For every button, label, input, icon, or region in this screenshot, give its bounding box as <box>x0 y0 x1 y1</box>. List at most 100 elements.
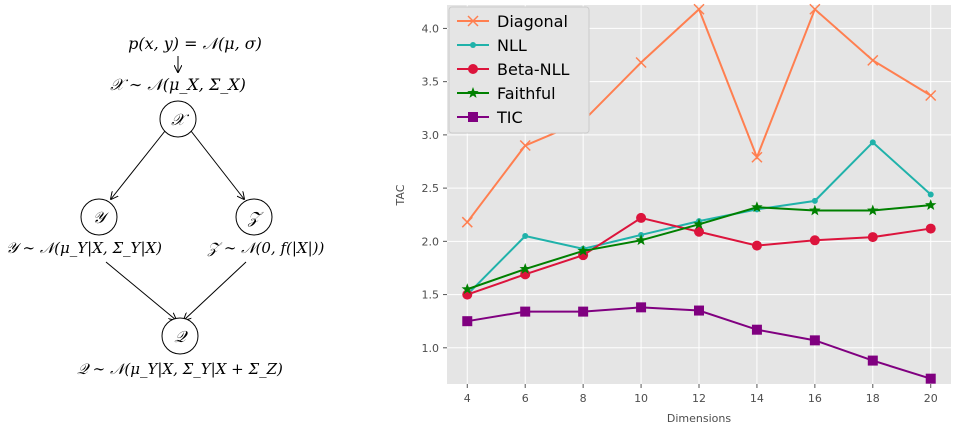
x-tick-label: 10 <box>634 392 648 405</box>
marker-star <box>461 283 473 295</box>
y-tick-label: 4.0 <box>422 22 440 35</box>
node-X <box>159 100 197 138</box>
legend-item: Diagonal <box>457 12 568 31</box>
series-group <box>461 3 937 384</box>
y-tick-label: 3.5 <box>422 76 440 89</box>
marker-square <box>636 302 647 313</box>
legend-item: NLL <box>457 36 527 55</box>
x-tick-label: 20 <box>924 392 938 405</box>
marker-x-stroke <box>461 216 473 228</box>
marker-x <box>461 216 473 228</box>
edge-X-to-Z <box>190 130 244 199</box>
marker-star <box>577 244 589 256</box>
node-Z <box>235 198 273 236</box>
marker-star <box>635 234 647 246</box>
marker-star <box>467 87 479 98</box>
edge-Y-to-Q <box>105 261 176 320</box>
node-Z-formula: 𝒵 ∼ 𝒩(0, f(|X|)) <box>207 239 325 257</box>
y-tick-label: 3.0 <box>422 129 440 142</box>
marker-square <box>520 306 531 317</box>
x-tick-label: 6 <box>522 392 529 405</box>
legend: Diagonal NLL Beta-NLL Faithful TIC <box>448 6 590 134</box>
marker-x-stroke <box>635 56 647 69</box>
marker-star <box>519 263 531 274</box>
x-tick-label: 18 <box>866 392 880 405</box>
x-axis-ticks: 4 6 8 10 12 14 16 18 20 <box>464 384 938 405</box>
x-tick-label: 12 <box>692 392 706 405</box>
marker-circle <box>694 226 704 237</box>
node-Y-formula: 𝒴 ∼ 𝒩(μ_Y|X, Σ_Y|X) <box>6 239 162 257</box>
marker-square <box>462 316 473 327</box>
marker-square <box>578 306 589 317</box>
legend-item: Faithful <box>457 84 556 103</box>
marker-dot <box>869 139 876 146</box>
x-tick-label: 4 <box>464 392 471 405</box>
marker-square <box>468 112 478 122</box>
y-tick-label: 2.5 <box>422 182 440 195</box>
marker-square <box>694 305 704 316</box>
legend-box <box>448 6 590 134</box>
node-Q-formula: 𝒬 ∼ 𝒩(μ_Y|X, Σ_Y|X + Σ_Z) <box>77 360 283 378</box>
y-axis-label: TAC <box>394 184 407 206</box>
marker-star <box>809 204 821 216</box>
legend-item: TIC <box>457 108 523 127</box>
marker-circle <box>925 223 936 234</box>
node-X-formula: 𝒳 ∼ 𝒩(μ_X, Σ_X) <box>110 75 246 94</box>
marker-x <box>809 3 821 15</box>
marker-x-stroke <box>925 89 937 102</box>
marker-star <box>867 204 879 216</box>
marker-star <box>925 199 937 210</box>
node-Q-label: 𝒬 <box>174 327 188 346</box>
marker-square <box>751 324 762 335</box>
marker-x <box>467 15 479 27</box>
marker-dot <box>470 42 476 48</box>
marker-circle <box>468 64 478 74</box>
legend-label: Faithful <box>497 84 556 103</box>
legend-label: Beta-NLL <box>497 60 570 79</box>
y-tick-label: 2.0 <box>422 235 440 248</box>
series-beta-nll <box>462 212 936 300</box>
marker-square <box>867 355 878 366</box>
marker-dot <box>811 197 818 204</box>
legend-label: NLL <box>497 36 527 55</box>
joint-distribution-formula: p(x, y) = 𝒩(μ, σ) <box>128 34 262 53</box>
edge-Z-to-Q <box>184 261 247 320</box>
marker-x <box>635 56 647 69</box>
marker-x-stroke <box>519 139 531 152</box>
grid-lines <box>447 5 951 384</box>
marker-circle <box>867 232 878 243</box>
graphical-model-diagram: p(x, y) = 𝒩(μ, σ) 𝒳 ∼ 𝒩(μ_X, Σ_X) 𝒳 𝒴 𝒵 … <box>6 34 325 378</box>
x-tick-label: 14 <box>750 392 764 405</box>
marker-x-stroke <box>751 151 763 163</box>
marker-x-stroke <box>693 3 705 15</box>
node-Q <box>161 317 199 355</box>
x-tick-label: 8 <box>580 392 587 405</box>
marker-circle <box>751 240 762 251</box>
y-axis-ticks: 1.0 1.5 2.0 2.5 3.0 3.5 4.0 <box>422 22 447 355</box>
node-Y <box>80 198 118 236</box>
marker-x-stroke <box>467 15 479 27</box>
marker-x <box>519 139 531 152</box>
marker-x <box>925 89 937 102</box>
marker-star <box>751 201 763 213</box>
legend-label: Diagonal <box>497 12 568 31</box>
marker-square <box>809 335 820 346</box>
marker-star <box>693 218 705 230</box>
marker-circle <box>809 235 820 246</box>
legend-item: Beta-NLL <box>457 60 570 79</box>
y-tick-label: 1.5 <box>422 289 440 302</box>
series-faithful <box>461 199 937 295</box>
x-tick-label: 16 <box>808 392 822 405</box>
marker-dot <box>927 191 934 198</box>
edge-X-to-Y <box>111 130 166 199</box>
marker-circle <box>636 212 647 223</box>
series-tic <box>462 302 936 384</box>
marker-x-stroke <box>867 54 879 66</box>
marker-x <box>867 54 879 66</box>
y-tick-label: 1.0 <box>422 342 440 355</box>
marker-x <box>693 3 705 15</box>
marker-square <box>925 373 936 384</box>
node-Z-label: 𝒵 <box>247 208 264 227</box>
x-axis-label: Dimensions <box>667 412 731 425</box>
